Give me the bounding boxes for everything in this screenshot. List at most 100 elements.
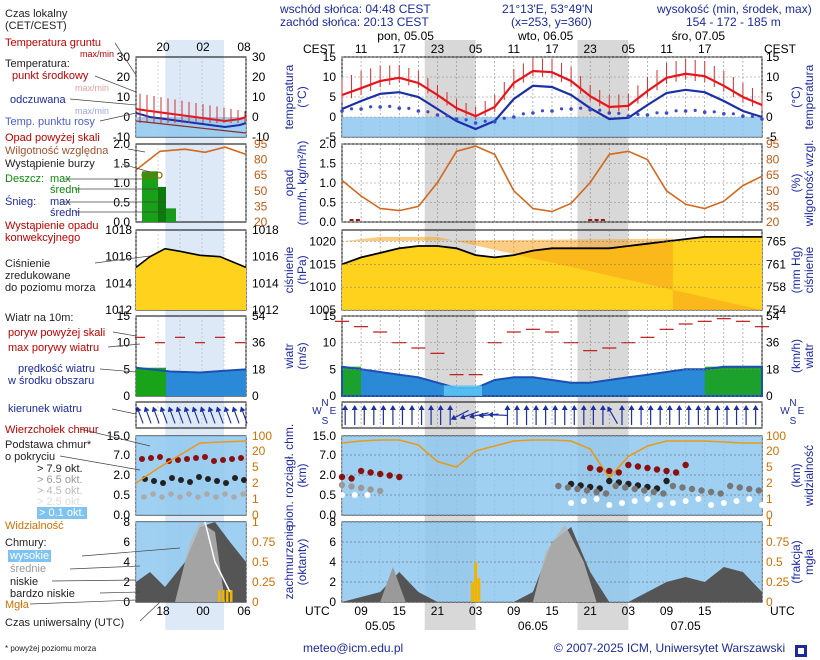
wind-ytick-right: 18	[766, 362, 780, 376]
cloud-ytick-left: 2.0	[319, 468, 336, 482]
legend-leader	[99, 112, 137, 122]
top-hour-label: 17	[545, 42, 559, 56]
legend-cloud-base-dot	[178, 477, 184, 483]
visibility-line	[341, 439, 762, 480]
wind-arrow-head	[523, 405, 530, 410]
legend-temp-ytick-right: 20	[252, 70, 266, 84]
legend-convective2: konwekcyjnego	[5, 232, 81, 244]
legend-okt-5: > 0.1 okt.	[37, 507, 87, 519]
wind-arrow-head	[580, 405, 587, 410]
dew-point-dot	[369, 105, 373, 109]
axis-unit-left: (mm/h, kg/m²/h)	[295, 141, 309, 226]
cloud-dot	[348, 483, 355, 490]
wind-arrow	[743, 405, 750, 425]
legend-wind-arrow	[207, 406, 216, 424]
fog-ytick-right: 0.5	[766, 555, 783, 569]
cloud-dot-white	[593, 496, 600, 502]
wind-arrow-head	[342, 405, 349, 410]
pressure-ytick-right: 765	[766, 234, 786, 248]
dew-point-dot	[349, 107, 354, 111]
sunset: zachód słońca: 20:13 CEST	[280, 15, 429, 29]
precip-ytick-left: 2.0	[319, 137, 336, 151]
footer-email[interactable]: meteo@icm.edu.pl	[303, 641, 403, 655]
cloud-dot-white	[644, 496, 651, 502]
wind-ytick-right: 36	[766, 336, 780, 350]
wind-arrow	[418, 405, 425, 425]
wind-arrow	[447, 405, 454, 425]
email-link[interactable]: meteo@icm.edu.pl	[303, 641, 404, 655]
legend-fog-bar	[218, 590, 221, 602]
legend-wind-arrow-head	[191, 406, 198, 413]
cloud-dot	[653, 466, 661, 473]
humidity-line	[341, 145, 763, 213]
legend-high-cloud-line	[204, 521, 231, 593]
visibility-ytick-right: 1	[766, 492, 773, 506]
dew-point-dot	[569, 107, 573, 111]
temp-ytick-right: 0	[766, 110, 773, 124]
cloud-dot	[596, 466, 603, 473]
legend-okt-2: > 6.5 okt.	[37, 474, 83, 486]
legend-wind-ytick: 15	[117, 309, 131, 323]
legend-wind-arrow-head	[199, 406, 206, 413]
fog-ytick-right: 0.75	[766, 535, 790, 549]
legend-wind-arrow	[199, 406, 208, 424]
dew-point-dot	[664, 111, 669, 115]
wind-arrow-head	[514, 405, 520, 410]
dew-point-dot	[579, 106, 583, 110]
legend-leader	[69, 98, 137, 106]
legend-storm-marker	[155, 171, 163, 179]
pressure-ytick-left: 1020	[309, 234, 336, 248]
legend-wind-speed: prędkość wiatru	[18, 363, 96, 375]
legend-wind-ytick: 10	[117, 336, 131, 350]
top-hour-label: 17	[393, 42, 407, 56]
axis-title-right: wiatr	[802, 343, 816, 369]
legend-frame-prec	[135, 143, 247, 223]
legend-precip-above: Opad powyżej skali	[5, 132, 100, 144]
dew-point-dot	[502, 116, 506, 120]
legend-cloud-high: wysokie	[8, 550, 52, 562]
cloud-dot	[606, 467, 613, 475]
wind-arrow	[724, 405, 730, 425]
pressure-ytick-left: 1010	[309, 280, 336, 294]
cloud-dot-white	[695, 496, 702, 502]
cloud-dot	[672, 469, 680, 476]
dew-point-dot	[359, 107, 363, 111]
wind-arrow	[533, 405, 540, 425]
legend-mid-point: punkt środkowy	[12, 70, 89, 82]
cloud-dot	[660, 490, 667, 497]
legend-leader	[121, 163, 151, 173]
legend-wind-ytick-right: 54	[252, 309, 266, 323]
temp-ytick-right: -5	[766, 130, 777, 144]
compass-e: E	[798, 406, 805, 417]
legend-wind-arrow-head	[175, 406, 182, 413]
legend-leader	[29, 599, 137, 605]
legend-gust-max: max porywy wiatru	[8, 342, 100, 354]
legend-wind-arrow-head	[159, 406, 166, 413]
legend-cloud-base-dot	[169, 475, 175, 481]
wind-arrow-head	[733, 405, 740, 410]
temp-sub-zero-fill	[342, 117, 762, 137]
legend-cloud-base-dot	[159, 494, 165, 500]
bottom-day-label: 07.05	[671, 619, 701, 633]
legend-leader	[94, 75, 137, 93]
legend-temp-ytick: 10	[117, 90, 131, 104]
visibility-ytick-right: 100	[766, 429, 786, 443]
cloud-ytick-left: 0.0	[319, 508, 336, 522]
grid-point: (x=253, y=360)	[511, 15, 592, 29]
dew-point-dot	[435, 113, 440, 117]
legend-cloud-base-dot	[223, 480, 229, 486]
cloud-dot	[574, 485, 581, 493]
top-hour-label: 17	[698, 42, 712, 56]
legend-cover-ytick: 6	[123, 535, 130, 549]
legend-wind-arrow-head	[143, 406, 150, 413]
cest-left: CEST	[303, 42, 336, 56]
wind-arrow	[676, 405, 683, 425]
legend-temp-ytick-right: 10	[252, 90, 266, 104]
cloud-dot-white	[708, 502, 715, 508]
legend-cloud-base-dot	[231, 494, 237, 500]
compass-w: W	[312, 406, 322, 417]
legend-rain-avg: średni	[50, 184, 80, 196]
legend-cloud-top-dot	[139, 456, 145, 462]
legend-cover-ytick: 0	[123, 595, 130, 609]
legend-wind-ytick-right: 18	[252, 362, 266, 376]
